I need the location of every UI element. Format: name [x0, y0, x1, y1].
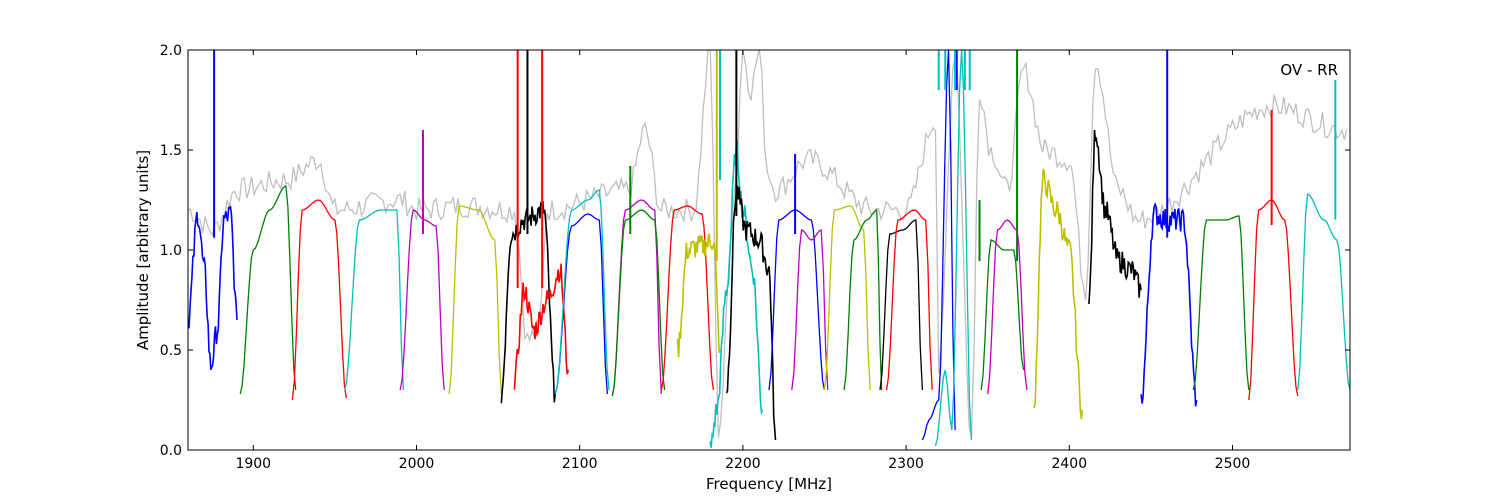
- series-line-17: [768, 209, 826, 391]
- x-axis-ticks: 1900 2000 2100 2200 2300 2400 2500: [235, 50, 1250, 472]
- series-line-10: [554, 189, 610, 395]
- y-tick-label: 1.5: [160, 143, 182, 159]
- y-tick-label: 2.0: [160, 43, 182, 59]
- x-axis-label: Frequency [MHz]: [706, 475, 832, 493]
- series-line-27: [1032, 168, 1084, 420]
- x-tick-label: 2300: [888, 456, 924, 472]
- series-line-20: [843, 208, 883, 391]
- series-line-32: [1297, 192, 1350, 391]
- series-line-13: [660, 205, 715, 391]
- series-line-22: [885, 209, 933, 391]
- series-line-6: [448, 205, 502, 395]
- series-line-30: [1192, 215, 1250, 391]
- series-line-18: [791, 228, 829, 391]
- series-line-31: [1248, 199, 1299, 401]
- series-line-8: [513, 263, 570, 390]
- series-line-1: [188, 205, 238, 371]
- series-line-23: [921, 50, 956, 441]
- x-tick-label: 2500: [1215, 456, 1251, 472]
- series-line-14: [676, 233, 721, 358]
- series-line-28: [1088, 129, 1142, 305]
- x-tick-label: 1900: [235, 456, 271, 472]
- series-line-29: [1140, 202, 1198, 407]
- background-trace-layer: [188, 50, 1348, 439]
- series-line-21: [879, 219, 924, 391]
- x-tick-label: 2400: [1051, 456, 1087, 472]
- series-line-25: [980, 239, 1025, 391]
- y-tick-label: 0.0: [160, 443, 182, 459]
- series-line-19: [823, 205, 871, 391]
- series-line-3: [291, 199, 347, 401]
- x-tick-label: 2100: [562, 456, 598, 472]
- x-tick-label: 2000: [399, 456, 435, 472]
- series-line-2: [239, 184, 297, 395]
- series-line-26: [987, 219, 1028, 395]
- series-line-5: [399, 209, 445, 391]
- series-line-4: [344, 209, 405, 391]
- series-line-16: [725, 185, 777, 441]
- y-axis-ticks: 0.0 0.5 1.0 1.5 2.0: [160, 43, 1350, 459]
- y-axis-label: Amplitude [arbitrary units]: [134, 150, 152, 350]
- y-tick-label: 1.0: [160, 243, 182, 259]
- y-tick-label: 0.5: [160, 343, 182, 359]
- series-line-24: [934, 50, 973, 447]
- background-trace: [188, 50, 1348, 439]
- series-line-12: [611, 209, 666, 397]
- series-layer: [188, 50, 1350, 448]
- chart-annotation: OV - RR: [1280, 61, 1338, 79]
- x-tick-label: 2200: [725, 456, 761, 472]
- series-line-7: [500, 200, 556, 404]
